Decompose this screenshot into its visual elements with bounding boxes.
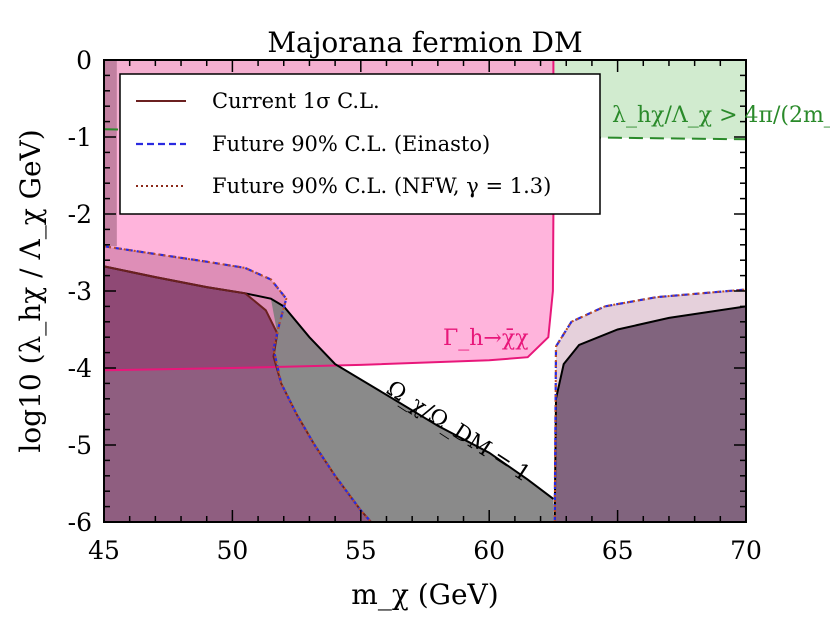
x-tick-label: 55 bbox=[345, 536, 377, 565]
x-tick-label: 70 bbox=[730, 536, 762, 565]
top-left-excluded-region bbox=[104, 60, 117, 247]
x-tick-label: 45 bbox=[88, 536, 120, 565]
axis-ticks bbox=[103, 59, 747, 523]
legend-label-current: Current 1σ C.L. bbox=[212, 89, 380, 113]
y-tick-label: -2 bbox=[68, 200, 92, 229]
y-axis-title: log10 (λ_hχ / Λ_χ GeV) bbox=[14, 129, 47, 452]
higgs-width-line bbox=[104, 60, 555, 372]
y-tick-label: -5 bbox=[68, 431, 92, 460]
legend-label-nfw: Future 90% C.L. (NFW, γ = 1.3) bbox=[212, 174, 551, 198]
legend-label-einasto: Future 90% C.L. (Einasto) bbox=[212, 132, 490, 156]
x-tick-label: 50 bbox=[216, 536, 248, 565]
chart-title: Majorana fermion DM bbox=[267, 26, 582, 59]
future-nfw-line bbox=[104, 245, 372, 522]
legend-box bbox=[119, 73, 601, 215]
y-tick-label: -1 bbox=[68, 123, 92, 152]
x-tick-label: 60 bbox=[473, 536, 505, 565]
legend: Current 1σ C.L. Future 90% C.L. (Einasto… bbox=[119, 73, 601, 215]
y-tick-label: -4 bbox=[68, 354, 92, 383]
y-tick-label: -6 bbox=[68, 508, 92, 537]
perturbativity-annotation: λ_hχ/Λ_χ > 4π/(2m_χ) bbox=[612, 103, 830, 128]
x-axis-title: m_χ (GeV) bbox=[351, 578, 498, 611]
x-tick-label: 65 bbox=[602, 536, 634, 565]
higgs-width-annotation: Γ_h→χ̄χ bbox=[443, 326, 529, 351]
y-tick-label: -3 bbox=[68, 277, 92, 306]
current-excluded-region-left bbox=[104, 266, 372, 522]
y-tick-label: 0 bbox=[76, 46, 92, 75]
future-nfw-line-right bbox=[553, 288, 746, 522]
current-excluded-region-right bbox=[554, 306, 746, 522]
relic-overabundance-region bbox=[270, 298, 554, 522]
